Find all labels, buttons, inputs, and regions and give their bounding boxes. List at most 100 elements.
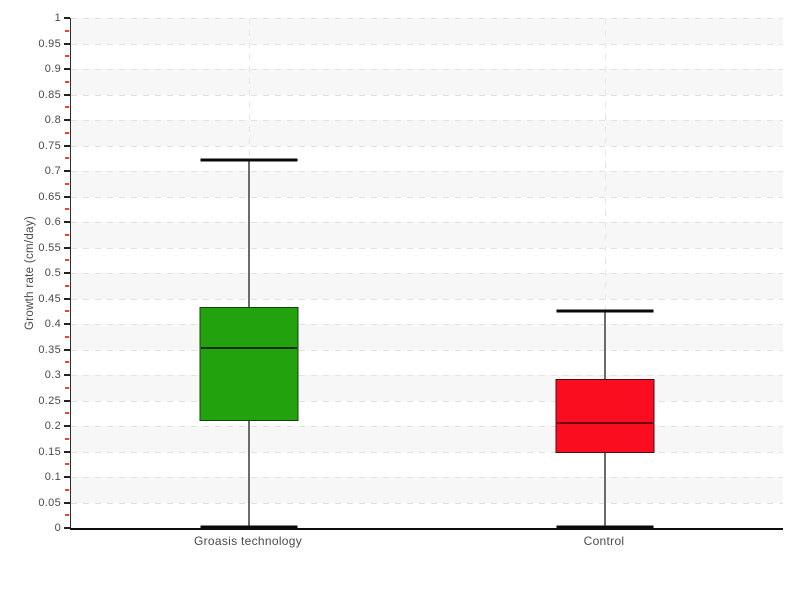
y-gridline — [71, 349, 783, 351]
y-gridline — [71, 451, 783, 453]
plot-band — [71, 273, 783, 299]
plot-band — [71, 324, 783, 350]
y-major-tick — [64, 195, 70, 198]
y-minor-tick — [65, 157, 69, 160]
y-tick-label: 0.65 — [38, 190, 61, 203]
y-minor-tick — [65, 55, 69, 58]
plot-band — [71, 120, 783, 146]
y-tick-label: 0.3 — [44, 369, 61, 381]
plot-band — [71, 171, 783, 197]
plot-area — [70, 18, 783, 530]
y-tick-label: 0.05 — [38, 496, 61, 509]
y-tick-label: 1 — [54, 12, 61, 24]
y-major-tick — [64, 323, 70, 325]
category-gridline — [604, 18, 606, 528]
plot-band — [71, 18, 783, 44]
y-minor-tick — [65, 80, 69, 83]
y-minor-tick — [65, 106, 69, 109]
y-tick-label: 0.5 — [44, 267, 61, 279]
y-major-tick — [64, 425, 70, 427]
y-tick-label: 0.55 — [38, 241, 61, 254]
y-gridline — [71, 196, 783, 198]
y-gridline — [71, 145, 783, 147]
y-major-tick — [64, 501, 70, 504]
y-tick-label: 0.2 — [44, 420, 61, 432]
y-gridline — [71, 171, 783, 172]
y-gridline — [71, 120, 783, 121]
median-line — [201, 347, 297, 350]
y-major-tick — [64, 68, 70, 70]
y-minor-tick — [65, 437, 69, 440]
whisker-cap-min — [200, 525, 298, 529]
y-major-tick — [64, 42, 70, 45]
y-tick-label: 0.75 — [38, 139, 61, 152]
y-minor-tick — [65, 310, 69, 313]
box-groasis — [199, 307, 299, 421]
y-major-tick — [64, 119, 70, 121]
y-major-tick — [64, 144, 70, 147]
y-minor-tick — [65, 233, 69, 236]
y-major-tick — [64, 476, 70, 478]
y-minor-tick — [65, 361, 69, 364]
y-major-tick — [64, 170, 70, 172]
x-axis-label: Control — [583, 534, 625, 548]
y-minor-tick — [65, 412, 69, 415]
y-gridline — [71, 375, 783, 376]
y-major-tick — [64, 17, 70, 19]
y-axis: 0 0.05 0.1 0.15 0.2 0.25 0.3 0.35 0.4 0.45 0.5 0.55… — [0, 12, 70, 534]
y-gridline — [71, 222, 783, 223]
y-minor-tick — [65, 29, 69, 32]
plot-band — [71, 426, 783, 452]
y-gridline — [71, 502, 783, 504]
y-tick-label: 0.9 — [44, 63, 61, 75]
y-gridline — [71, 43, 783, 45]
y-major-tick — [64, 246, 70, 249]
y-tick-label: 0.1 — [44, 471, 61, 483]
y-gridline — [71, 18, 783, 19]
y-tick-label: 0.6 — [44, 216, 61, 228]
y-minor-tick — [65, 208, 69, 211]
y-gridline — [71, 69, 783, 70]
y-major-tick — [64, 527, 70, 529]
y-minor-tick — [65, 386, 69, 389]
y-minor-tick — [65, 182, 69, 185]
y-major-tick — [64, 221, 70, 223]
whisker-cap-max — [556, 309, 654, 313]
box-control — [555, 378, 655, 453]
y-gridline — [71, 273, 783, 274]
y-tick-label: 0.35 — [38, 343, 61, 356]
y-major-tick — [64, 297, 70, 300]
y-tick-label: 0 — [54, 522, 61, 534]
y-minor-tick — [65, 131, 69, 134]
y-tick-label: 0.4 — [44, 318, 61, 330]
plot-band — [71, 375, 783, 401]
y-tick-label: 0.45 — [38, 292, 61, 305]
y-tick-label: 0.7 — [44, 165, 61, 177]
plot-band — [71, 477, 783, 503]
y-major-tick — [64, 450, 70, 453]
y-tick-label: 0.95 — [38, 37, 61, 50]
whisker-cap-max — [200, 158, 298, 162]
y-gridline — [71, 400, 783, 402]
y-major-tick — [64, 374, 70, 376]
y-gridline — [71, 247, 783, 249]
y-major-tick — [64, 348, 70, 351]
y-gridline — [71, 94, 783, 96]
y-minor-tick — [65, 335, 69, 338]
y-tick-label: 0.15 — [38, 445, 61, 458]
y-minor-tick — [65, 488, 69, 491]
x-axis: Groasis technology Control — [70, 532, 782, 554]
y-major-tick — [64, 93, 70, 96]
y-gridline — [71, 426, 783, 427]
y-tick-label: 0.25 — [38, 394, 61, 407]
y-gridline — [71, 477, 783, 478]
y-minor-tick — [65, 284, 69, 287]
y-tick-label: 0.8 — [44, 114, 61, 126]
plot-band — [71, 69, 783, 95]
whisker-cap-min — [556, 525, 654, 529]
x-axis-label: Groasis technology — [193, 534, 303, 548]
y-tick-label: 0.85 — [38, 88, 61, 101]
median-line — [557, 422, 653, 425]
